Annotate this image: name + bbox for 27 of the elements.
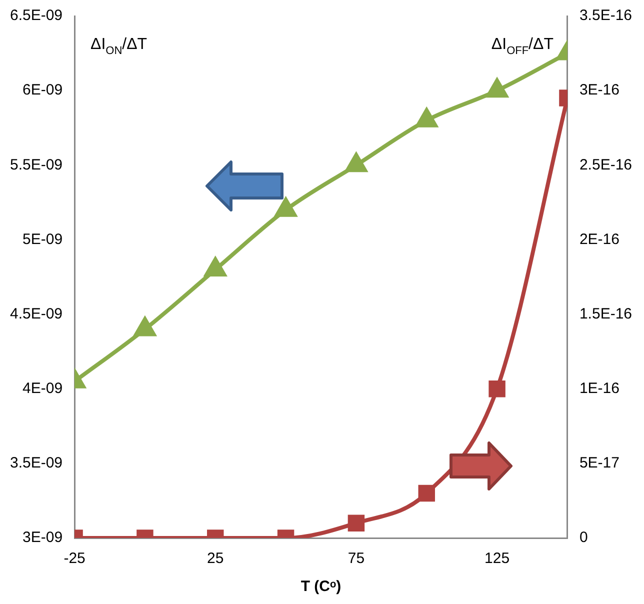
point xyxy=(416,108,438,128)
y2-tick-label: 5E-17 xyxy=(579,454,620,472)
y2-tick-label: 2.5E-16 xyxy=(579,156,632,174)
point xyxy=(486,78,508,98)
y2-tick-label: 3E-16 xyxy=(579,82,620,99)
x-tick-label: -25 xyxy=(64,550,86,568)
x-tick-label: 125 xyxy=(484,550,510,568)
y-tick-label: 6E-09 xyxy=(22,82,63,99)
x-tick-label: 25 xyxy=(207,550,224,568)
y-tick-label: 4E-09 xyxy=(22,380,63,397)
y2-tick-label: 3.5E-16 xyxy=(579,7,632,24)
y2-tick-label: 0 xyxy=(579,529,588,546)
x-axis-title: T (Cᵒ) xyxy=(300,578,342,596)
y2-tick-label: 1E-16 xyxy=(579,380,620,397)
y-tick-label: 5.5E-09 xyxy=(10,156,63,174)
point xyxy=(204,258,226,277)
y-tick-label: 3.5E-09 xyxy=(10,454,63,472)
y-tick-label: 3E-09 xyxy=(22,529,63,546)
point xyxy=(346,153,367,172)
y-tick-label: 4.5E-09 xyxy=(10,305,63,322)
x-tick-label: 75 xyxy=(348,550,365,568)
y2-tick-label: 1.5E-16 xyxy=(579,305,632,322)
y-tick-label: 5E-09 xyxy=(22,230,63,248)
point xyxy=(134,317,156,336)
y2-tick-label: 2E-16 xyxy=(579,230,620,248)
y-tick-label: 6.5E-09 xyxy=(10,7,63,24)
point xyxy=(275,198,296,217)
